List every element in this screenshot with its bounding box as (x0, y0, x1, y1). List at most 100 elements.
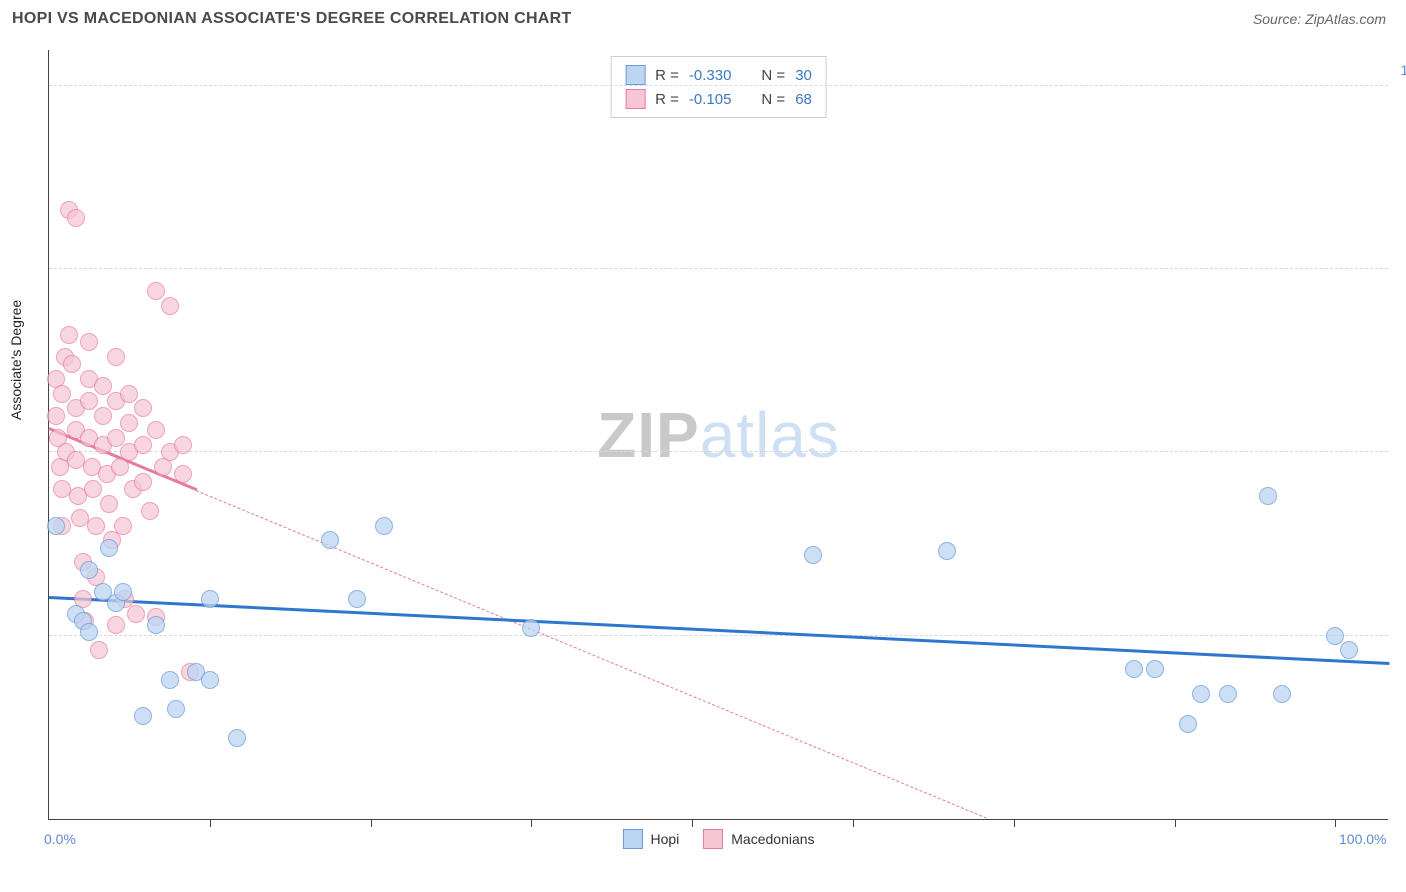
data-point-hopi (1179, 715, 1197, 733)
data-point-macedonians (134, 399, 152, 417)
data-point-macedonians (84, 480, 102, 498)
y-tick-label: 25.0% (1393, 612, 1406, 628)
data-point-macedonians (120, 414, 138, 432)
watermark: ZIPatlas (597, 398, 840, 472)
data-point-macedonians (141, 502, 159, 520)
legend-row-macedonians: R = -0.105 N = 68 (625, 87, 812, 111)
data-point-macedonians (53, 385, 71, 403)
data-point-hopi (348, 590, 366, 608)
source-attribution: Source: ZipAtlas.com (1253, 11, 1386, 27)
data-point-macedonians (60, 326, 78, 344)
trend-line (196, 490, 987, 819)
trend-line (49, 596, 1389, 665)
data-point-macedonians (134, 473, 152, 491)
data-point-macedonians (94, 377, 112, 395)
legend-item-hopi: Hopi (622, 829, 679, 849)
data-point-hopi (228, 729, 246, 747)
legend-item-macedonians: Macedonians (703, 829, 814, 849)
x-tick (1175, 819, 1176, 827)
x-tick (371, 819, 372, 827)
x-tick (531, 819, 532, 827)
n-value-macedonians: 68 (795, 91, 812, 108)
watermark-zip: ZIP (597, 399, 700, 471)
data-point-hopi (114, 583, 132, 601)
gridline (49, 635, 1388, 636)
legend-label-macedonians: Macedonians (731, 831, 814, 847)
data-point-hopi (47, 517, 65, 535)
data-point-hopi (201, 671, 219, 689)
data-point-hopi (134, 707, 152, 725)
y-tick-label: 100.0% (1393, 62, 1406, 78)
x-tick (1014, 819, 1015, 827)
series-legend: Hopi Macedonians (622, 829, 814, 849)
data-point-hopi (938, 542, 956, 560)
legend-row-hopi: R = -0.330 N = 30 (625, 63, 812, 87)
data-point-macedonians (134, 436, 152, 454)
data-point-macedonians (47, 407, 65, 425)
x-tick (210, 819, 211, 827)
y-axis-label: Associate's Degree (8, 300, 24, 420)
x-tick-label: 100.0% (1339, 831, 1386, 847)
data-point-macedonians (107, 348, 125, 366)
data-point-hopi (161, 671, 179, 689)
gridline (49, 451, 1388, 452)
data-point-macedonians (94, 407, 112, 425)
data-point-hopi (80, 561, 98, 579)
data-point-hopi (804, 546, 822, 564)
data-point-hopi (201, 590, 219, 608)
x-tick (692, 819, 693, 827)
swatch-hopi (625, 65, 645, 85)
legend-label-hopi: Hopi (650, 831, 679, 847)
data-point-hopi (100, 539, 118, 557)
data-point-hopi (1192, 685, 1210, 703)
watermark-atlas: atlas (700, 399, 840, 471)
y-tick-label: 50.0% (1393, 428, 1406, 444)
gridline (49, 268, 1388, 269)
data-point-hopi (1259, 487, 1277, 505)
data-point-macedonians (63, 355, 81, 373)
data-point-hopi (375, 517, 393, 535)
data-point-macedonians (147, 282, 165, 300)
data-point-hopi (1146, 660, 1164, 678)
data-point-hopi (1219, 685, 1237, 703)
x-tick (1335, 819, 1336, 827)
swatch-macedonians (625, 89, 645, 109)
data-point-macedonians (100, 495, 118, 513)
chart-title: HOPI VS MACEDONIAN ASSOCIATE'S DEGREE CO… (12, 10, 572, 28)
correlation-legend: R = -0.330 N = 30 R = -0.105 N = 68 (610, 56, 827, 118)
swatch-macedonians (703, 829, 723, 849)
data-point-macedonians (147, 421, 165, 439)
r-value-hopi: -0.330 (689, 67, 732, 84)
data-point-macedonians (107, 429, 125, 447)
data-point-hopi (80, 623, 98, 641)
data-point-macedonians (174, 465, 192, 483)
n-value-hopi: 30 (795, 67, 812, 84)
y-tick-label: 75.0% (1393, 245, 1406, 261)
data-point-macedonians (114, 517, 132, 535)
r-label: R = (655, 67, 679, 84)
r-label: R = (655, 91, 679, 108)
data-point-macedonians (174, 436, 192, 454)
data-point-macedonians (87, 517, 105, 535)
data-point-macedonians (127, 605, 145, 623)
x-tick (853, 819, 854, 827)
swatch-hopi (622, 829, 642, 849)
x-tick-label: 0.0% (44, 831, 76, 847)
data-point-macedonians (80, 333, 98, 351)
chart-plot-area: ZIPatlas R = -0.330 N = 30 R = -0.105 N … (48, 50, 1388, 820)
data-point-macedonians (120, 385, 138, 403)
data-point-hopi (522, 619, 540, 637)
data-point-macedonians (90, 641, 108, 659)
gridline (49, 85, 1388, 86)
data-point-macedonians (67, 209, 85, 227)
data-point-macedonians (80, 392, 98, 410)
data-point-hopi (1340, 641, 1358, 659)
n-label: N = (761, 67, 785, 84)
data-point-hopi (1125, 660, 1143, 678)
r-value-macedonians: -0.105 (689, 91, 732, 108)
data-point-hopi (1326, 627, 1344, 645)
data-point-hopi (1273, 685, 1291, 703)
data-point-macedonians (161, 297, 179, 315)
data-point-macedonians (107, 616, 125, 634)
data-point-hopi (147, 616, 165, 634)
